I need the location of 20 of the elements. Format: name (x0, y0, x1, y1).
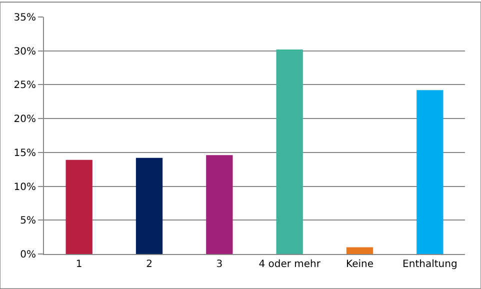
y-tick-label: 10% (14, 182, 36, 193)
x-tick-label: 4 oder mehr (258, 259, 322, 270)
x-tick-label: 2 (146, 259, 152, 270)
y-tick-label: 30% (14, 46, 36, 58)
bar (276, 50, 303, 254)
x-tick-label: 3 (216, 259, 223, 270)
x-tick-label: Keine (346, 259, 374, 270)
y-tick-label: 5% (20, 216, 36, 227)
x-tick-label: 1 (76, 259, 82, 270)
bar (66, 160, 92, 254)
bar (206, 155, 233, 254)
x-tick-label: Enthaltung (402, 259, 458, 270)
y-tick-label: 15% (14, 148, 36, 159)
bar (136, 158, 163, 254)
y-tick-label: 25% (14, 80, 36, 92)
y-tick-label: 0% (20, 250, 36, 260)
y-tick-label: 20% (14, 114, 36, 126)
y-tick-label: 35% (14, 12, 36, 24)
bar (416, 90, 444, 254)
bar (346, 247, 374, 254)
